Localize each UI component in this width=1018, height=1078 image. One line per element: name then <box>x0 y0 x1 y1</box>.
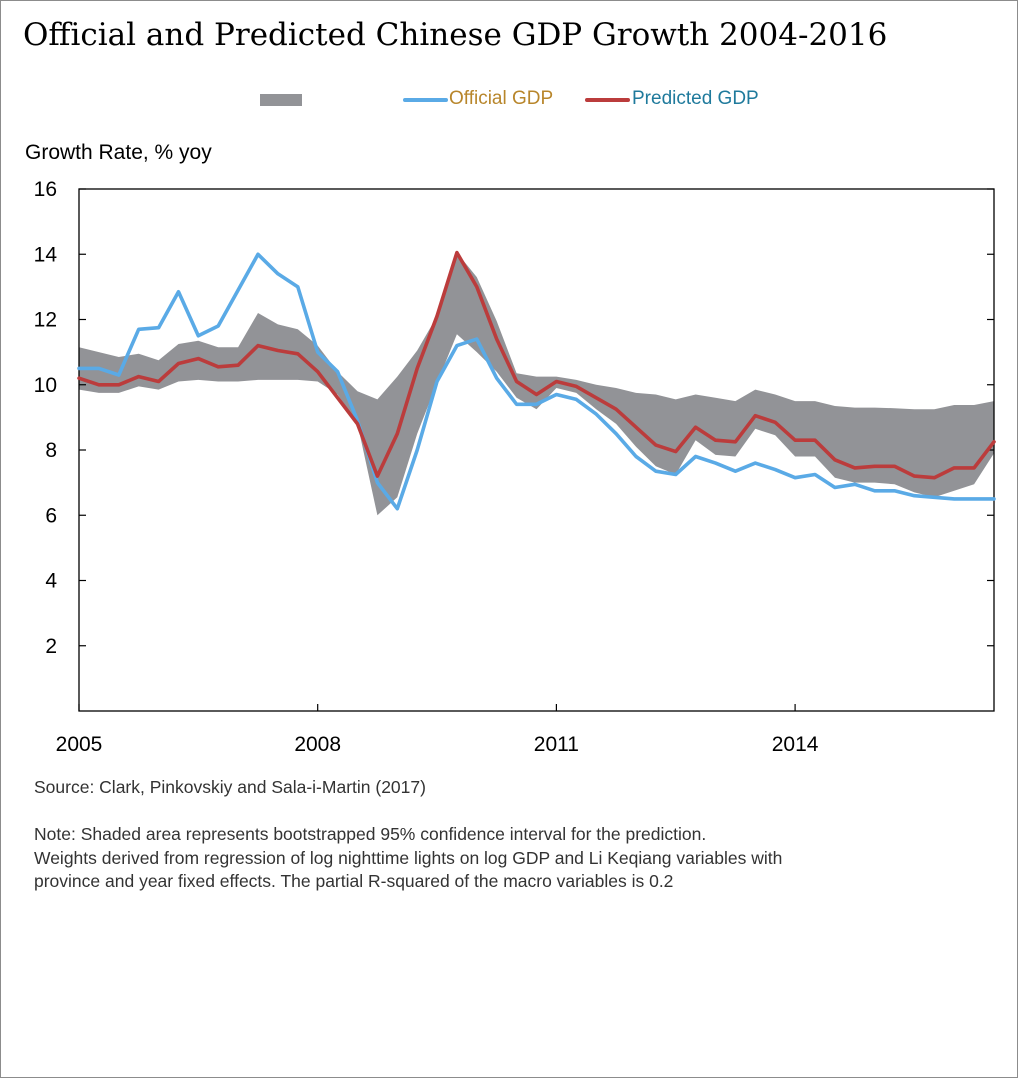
series-line-predicted-gdp <box>77 250 996 480</box>
chart-title: Official and Predicted Chinese GDP Growt… <box>23 17 888 53</box>
y-tick-label: 14 <box>34 243 58 266</box>
y-tick-label: 10 <box>34 374 57 397</box>
note-line: Weights derived from regression of log n… <box>34 848 783 868</box>
x-tick-label: 2005 <box>56 733 103 756</box>
series-line-official-gdp <box>77 252 996 511</box>
x-tick-label: 2008 <box>294 733 341 756</box>
confidence-band <box>79 252 994 516</box>
x-tick-label: 2014 <box>772 733 819 756</box>
y-axis-label: Growth Rate, % yoy <box>25 141 212 164</box>
x-tick-label: 2011 <box>534 733 579 756</box>
chart-plot: 2 4 6 8 10 12 14 16 2005 2008 2011 2014 <box>34 178 996 756</box>
y-tick-label: 4 <box>45 570 57 593</box>
y-tick-label: 6 <box>45 504 57 527</box>
note-line: province and year fixed effects. The par… <box>34 871 674 891</box>
y-tick-label: 16 <box>34 178 57 201</box>
legend: Official GDP Predicted GDP <box>1 85 1017 115</box>
legend-official-label: Official GDP <box>449 88 554 109</box>
source-note: Source: Clark, Pinkovskiy and Sala-i-Mar… <box>34 777 426 797</box>
legend-band-swatch <box>260 94 302 106</box>
legend-predicted-line <box>585 98 630 102</box>
y-tick-label: 8 <box>45 439 57 462</box>
y-tick-label: 2 <box>45 635 57 658</box>
note-line: Note: Shaded area represents bootstrappe… <box>34 824 707 844</box>
legend-predicted-label: Predicted GDP <box>632 88 759 109</box>
legend-official-line <box>403 98 448 102</box>
y-tick-label: 12 <box>34 309 57 332</box>
